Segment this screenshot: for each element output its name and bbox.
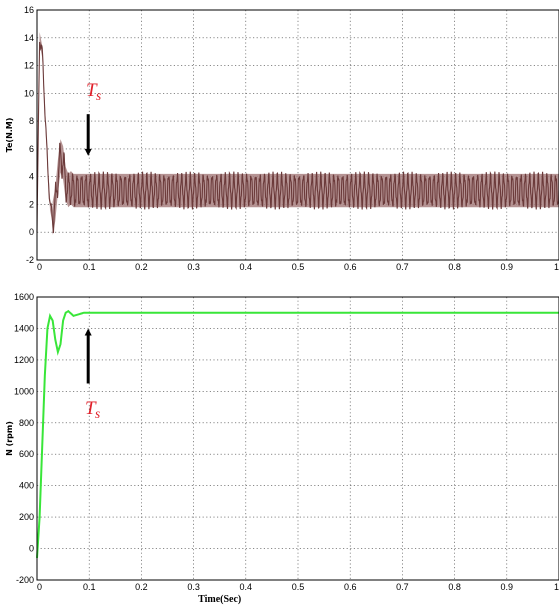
- x-tick-label: 1: [554, 262, 559, 272]
- y-tick-label: 1400: [14, 323, 34, 333]
- speed-x-tick-labels: 0 0.1 0.2 0.3 0.4 0.5 0.6 0.7 0.8 0.9 1: [37, 582, 559, 592]
- torque-line: [36, 41, 559, 234]
- x-tick-label: 0.4: [240, 262, 253, 272]
- x-tick-label: 0.9: [501, 262, 514, 272]
- speed-y-tick-labels: -200 0 200 400 600 800 1000 1200 1400 1600: [14, 292, 34, 585]
- torque-x-tick-labels: 0 0.1 0.2 0.3 0.4 0.5 0.6 0.7 0.8 0.9 1: [37, 262, 559, 272]
- y-tick-label: 16: [24, 5, 34, 15]
- torque-y-tick-labels: -2 0 2 4 6 8 10 12 14 16: [24, 5, 34, 265]
- x-tick-label: 1: [554, 582, 559, 592]
- speed-line: [36, 309, 559, 559]
- y-tick-label: 12: [24, 61, 34, 71]
- x-tick-label: 0.4: [240, 582, 253, 592]
- x-tick-label: 0.9: [501, 582, 514, 592]
- y-tick-label: 400: [19, 481, 34, 491]
- y-tick-label: 14: [24, 33, 34, 43]
- x-tick-label: 0.6: [344, 262, 357, 272]
- x-tick-label: 0.8: [448, 262, 461, 272]
- y-tick-label: 0: [29, 227, 34, 237]
- x-tick-label: 0.7: [396, 262, 409, 272]
- torque-grid: [36, 9, 559, 261]
- speed-ts-subscript: s: [95, 406, 100, 421]
- torque-ts-subscript: s: [96, 88, 101, 103]
- speed-y-axis-label: N (rpm): [5, 421, 14, 456]
- x-tick-label: 0.5: [292, 262, 305, 272]
- torque-ts-label: T: [86, 80, 98, 101]
- x-tick-label: 0.6: [344, 582, 357, 592]
- x-tick-label: 0.8: [448, 582, 461, 592]
- y-tick-label: 10: [24, 88, 34, 98]
- speed-ts-arrow-head: [84, 328, 92, 336]
- x-tick-label: 0.1: [83, 582, 96, 592]
- y-tick-label: 800: [19, 418, 34, 428]
- y-tick-label: 4: [29, 172, 34, 182]
- y-tick-label: 0: [29, 544, 34, 554]
- speed-plot-frame: [36, 296, 559, 581]
- torque-series: [36, 31, 559, 239]
- torque-y-axis-label: Te(N.M): [5, 118, 14, 153]
- torque-ts-arrow-head: [84, 148, 92, 156]
- x-tick-label: 0.7: [396, 582, 409, 592]
- y-tick-label: 6: [29, 144, 34, 154]
- torque-plot-frame: [36, 9, 559, 261]
- y-tick-label: 200: [19, 512, 34, 522]
- x-tick-label: 0.2: [135, 582, 148, 592]
- x-tick-label: 0.2: [135, 262, 148, 272]
- y-tick-label: -2: [26, 255, 34, 265]
- y-tick-label: 1000: [14, 386, 34, 396]
- x-tick-label: 0.3: [187, 262, 200, 272]
- y-tick-label: 600: [19, 449, 34, 459]
- torque-chart: 0 0.1 0.2 0.3 0.4 0.5 0.6 0.7 0.8 0.9 1 -202468101…: [5, 5, 559, 272]
- speed-chart: 0 0.1 0.2 0.3 0.4 0.5 0.6 0.7 0.8 0.9 1 -200020040…: [5, 292, 559, 605]
- y-tick-label: 8: [29, 116, 34, 126]
- torque-ripple-band: [37, 31, 559, 239]
- speed-ts-label: T: [85, 398, 97, 419]
- y-tick-label: 1600: [14, 292, 34, 302]
- torque-ts-annotation: T s: [84, 80, 101, 156]
- x-tick-label: 0.1: [83, 262, 96, 272]
- y-tick-label: -200: [16, 575, 34, 585]
- speed-ts-annotation: T s: [84, 328, 100, 421]
- speed-series: [36, 309, 559, 559]
- x-tick-label: 0.5: [292, 582, 305, 592]
- speed-x-axis-label: Time(Sec): [198, 594, 241, 605]
- speed-grid: [36, 296, 559, 581]
- x-tick-label: 0.3: [187, 582, 200, 592]
- y-tick-label: 1200: [14, 355, 34, 365]
- x-tick-label: 0: [37, 582, 42, 592]
- y-tick-label: 2: [29, 199, 34, 209]
- x-tick-label: 0: [37, 262, 42, 272]
